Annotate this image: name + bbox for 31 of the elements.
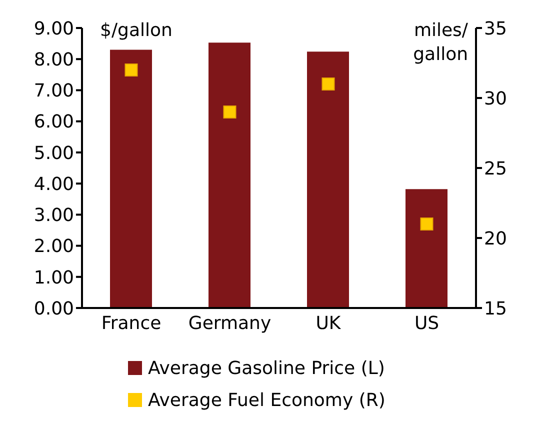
y2-tick-label: 25 bbox=[484, 158, 507, 180]
bar bbox=[406, 189, 448, 308]
y-tick-label: 2.00 bbox=[34, 236, 74, 258]
y-tick-label: 5.00 bbox=[34, 142, 74, 164]
bar bbox=[307, 52, 349, 308]
y-tick-label: 7.00 bbox=[34, 80, 74, 102]
point bbox=[124, 64, 138, 76]
y2-tick-label: 30 bbox=[484, 88, 507, 110]
bar bbox=[110, 50, 152, 308]
y2-axis-title: miles/ gallon bbox=[413, 20, 469, 65]
x-tick-label: UK bbox=[316, 312, 342, 334]
legend-label: Average Fuel Economy (R) bbox=[148, 390, 386, 410]
y-tick-label: 8.00 bbox=[34, 50, 74, 70]
y2-tick-label: 15 bbox=[484, 298, 507, 320]
y2-tick-label: 35 bbox=[484, 18, 507, 40]
x-tick-label: US bbox=[414, 312, 440, 334]
y-axis-title: $/gallon bbox=[100, 20, 172, 41]
point bbox=[223, 106, 236, 118]
legend-label: Average Gasoline Price (L) bbox=[148, 358, 385, 378]
y-tick-label: 0.00 bbox=[34, 298, 74, 320]
y2-tick-label: 20 bbox=[484, 228, 507, 250]
y-tick-label: 9.00 bbox=[34, 18, 74, 40]
y-tick-label: 1.00 bbox=[34, 267, 74, 288]
y-tick-label: 4.00 bbox=[34, 174, 74, 195]
x-tick-label: Germany bbox=[188, 312, 272, 334]
x-tick-label: France bbox=[101, 312, 162, 334]
point bbox=[322, 78, 335, 90]
bar bbox=[208, 42, 250, 308]
y-tick-label: 3.00 bbox=[34, 205, 74, 226]
point bbox=[420, 218, 434, 230]
y-tick-label: 6.00 bbox=[34, 112, 74, 133]
